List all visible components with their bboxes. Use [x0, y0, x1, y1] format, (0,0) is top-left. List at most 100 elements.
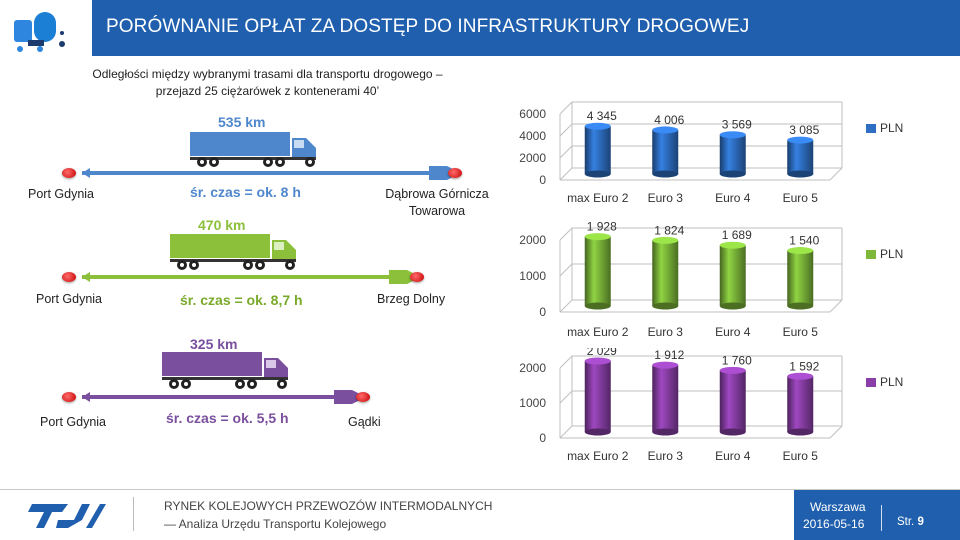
category-label: Euro 3: [648, 449, 684, 463]
origin-pin-icon: [62, 392, 76, 402]
bar-base: [652, 428, 679, 436]
y-tick-label: 0: [539, 431, 546, 445]
bar-body: [584, 360, 611, 432]
bar-base: [787, 302, 814, 310]
bar-top: [584, 357, 611, 365]
y-tick-label: 2000: [519, 233, 546, 247]
footer-divider-line: [0, 489, 960, 490]
truck-icon: [162, 352, 288, 389]
destination-line2: Towarowa: [408, 204, 466, 218]
gridline-side: [559, 123, 573, 137]
origin-city: Port Gdynia: [40, 415, 107, 429]
bar-0: [584, 357, 611, 436]
category-label: max Euro 2: [567, 191, 629, 205]
bar-top: [719, 366, 746, 374]
bar-1: [652, 236, 679, 310]
gridline-side: [559, 425, 573, 439]
bar-base: [652, 170, 679, 178]
routes-caption-line1: Odległości między wybranymi trasami dla …: [92, 67, 443, 81]
bar-1: [652, 361, 679, 436]
footer-info-box: [794, 490, 960, 540]
footer-city: Warszawa: [810, 500, 866, 514]
chart-euro-purple: 0 1000 2000 2 029 max Euro 2 1 912 Euro 3 1 760…: [519, 348, 903, 463]
value-label: 1 912: [654, 348, 684, 362]
bar-body: [584, 236, 611, 306]
legend-swatch: [866, 250, 876, 259]
legend-label: PLN: [880, 247, 903, 261]
bar-body: [719, 370, 746, 432]
bar-base: [719, 302, 746, 310]
bar-body: [584, 126, 611, 174]
footer-separator: [133, 497, 134, 531]
y-tick-label: 6000: [519, 107, 546, 121]
legend-label: PLN: [880, 375, 903, 389]
value-label: 1 760: [722, 353, 752, 367]
bar-top: [652, 236, 679, 244]
value-label: 4 006: [654, 113, 684, 127]
y-tick-label: 2000: [519, 361, 546, 375]
title-bar: [92, 0, 960, 56]
bar-3: [787, 247, 814, 310]
bar-top: [787, 247, 814, 255]
value-label: 3 569: [722, 118, 752, 132]
legend-swatch: [866, 124, 876, 133]
destination-city: Gądki: [348, 415, 381, 429]
floor-right: [829, 425, 843, 439]
logo-icon: [14, 12, 65, 52]
bar-3: [787, 136, 814, 178]
bar-body: [787, 250, 814, 306]
value-label: 1 928: [587, 220, 617, 234]
value-label: 3 085: [789, 123, 819, 137]
bar-base: [787, 170, 814, 178]
bar-body: [652, 129, 679, 174]
gridline-side: [559, 355, 573, 369]
bar-top: [584, 233, 611, 241]
gridline-side: [559, 263, 573, 277]
bar-base: [719, 170, 746, 178]
bar-top: [584, 122, 611, 130]
destination-city: Brzeg Dolny: [377, 292, 446, 306]
value-label: 1 540: [789, 234, 819, 248]
bar-0: [584, 122, 611, 178]
y-tick-label: 0: [539, 173, 546, 187]
bar-base: [584, 428, 611, 436]
truck-icon: [170, 234, 296, 270]
value-label: 1 592: [789, 359, 819, 373]
gridline-side: [559, 227, 573, 241]
page-number-value: 9: [917, 516, 924, 528]
travel-time: śr. czas = ok. 8 h: [190, 184, 301, 200]
destination-pin-icon: [356, 392, 370, 402]
category-label: Euro 4: [715, 325, 751, 339]
value-label: 4 345: [587, 109, 617, 123]
floor-right: [829, 299, 843, 313]
bar-base: [652, 302, 679, 310]
footer-box-separator: [881, 505, 882, 531]
route-arrow: [82, 390, 366, 404]
logo-area: [0, 0, 92, 56]
destination-pin-icon: [410, 272, 424, 282]
gridline-side: [559, 299, 573, 313]
legend-label: PLN: [880, 121, 903, 135]
bar-top: [719, 241, 746, 249]
category-label: max Euro 2: [567, 449, 629, 463]
travel-time: śr. czas = ok. 5,5 h: [166, 410, 289, 426]
page-label: Str.: [897, 516, 915, 528]
routes-caption-line2: przejazd 25 ciężarówek z kontenerami 40’: [155, 84, 380, 98]
page-number: Str. 9: [897, 516, 924, 528]
route-arrow: [82, 270, 421, 284]
destination-line1: Dąbrowa Górnicza: [385, 187, 489, 201]
bar-base: [584, 170, 611, 178]
category-label: Euro 3: [648, 325, 684, 339]
footer-report-title: RYNEK KOLEJOWYCH PRZEWOZÓW INTERMODALNYC…: [164, 499, 493, 513]
category-label: Euro 5: [783, 449, 819, 463]
route-distance: 470 km: [198, 217, 246, 233]
route-arrow: [82, 166, 461, 180]
category-label: Euro 3: [648, 191, 684, 205]
origin-pin-icon: [62, 272, 76, 282]
bar-top: [719, 131, 746, 139]
bar-body: [652, 240, 679, 306]
y-tick-label: 1000: [519, 396, 546, 410]
bar-base: [584, 302, 611, 310]
y-tick-label: 2000: [519, 151, 546, 165]
destination-pin-icon: [448, 168, 462, 178]
